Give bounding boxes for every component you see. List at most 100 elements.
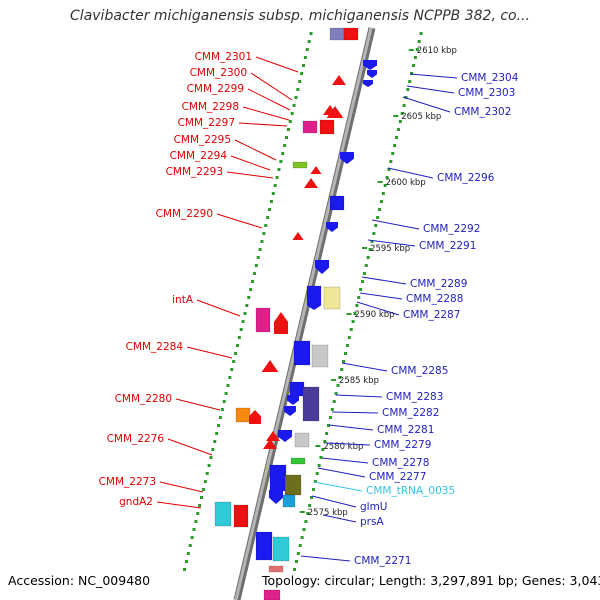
gene-arrow-reverse xyxy=(284,406,296,416)
track-dot xyxy=(402,104,406,107)
track-dot xyxy=(222,400,226,403)
tick-label: 2585 kbp xyxy=(339,376,379,386)
track-dot xyxy=(200,496,204,499)
right-dotted-track xyxy=(293,32,423,571)
track-dot xyxy=(277,168,281,171)
track-dot xyxy=(294,96,298,99)
track-dot xyxy=(241,320,245,323)
gene-block xyxy=(292,161,308,169)
tick-label: 2575 kbp xyxy=(308,508,348,518)
track-dot xyxy=(262,232,266,235)
gene-label: CMM_2299 xyxy=(187,83,244,95)
track-dot xyxy=(296,552,300,555)
track-dot xyxy=(313,480,317,483)
gene-block xyxy=(294,432,310,448)
gene-arrow-reverse xyxy=(278,430,292,442)
gene-arrow-reverse xyxy=(287,395,299,405)
track-dot xyxy=(247,296,251,299)
track-dot xyxy=(351,320,355,323)
track-dot xyxy=(228,376,232,379)
track-dot xyxy=(266,216,270,219)
label-leader xyxy=(247,88,291,111)
track-dot xyxy=(249,288,253,291)
label-leader xyxy=(159,481,204,493)
track-dot xyxy=(188,544,192,547)
label-leader xyxy=(356,301,400,316)
gene-block xyxy=(311,344,329,368)
track-dot xyxy=(186,552,190,555)
tick-mark xyxy=(362,247,368,249)
track-dot xyxy=(362,272,366,275)
track-dot xyxy=(330,408,334,411)
label-leader xyxy=(300,555,351,562)
track-dot xyxy=(258,248,262,251)
gene-label: CMM_2301 xyxy=(195,51,252,63)
tick-label: 2605 kbp xyxy=(401,112,441,122)
gene-arrow-reverse xyxy=(363,80,373,87)
track-dot xyxy=(279,160,283,163)
gene-label: intA xyxy=(172,294,194,306)
track-dot xyxy=(283,144,287,147)
track-dot xyxy=(300,536,304,539)
track-dot xyxy=(230,368,234,371)
track-dot xyxy=(207,464,211,467)
track-dot xyxy=(378,208,382,211)
track-dot xyxy=(183,568,187,571)
tick-mark xyxy=(393,115,399,117)
track-dot xyxy=(336,384,340,387)
track-dot xyxy=(357,296,361,299)
gene-arrow-reverse xyxy=(269,490,283,504)
label-leader xyxy=(255,56,299,73)
track-dot xyxy=(321,448,325,451)
track-dot xyxy=(419,32,423,35)
gene-label: CMM_2288 xyxy=(406,293,463,305)
track-dot xyxy=(235,344,239,347)
gene-block xyxy=(289,381,305,397)
gene-label: CMM_2277 xyxy=(369,471,426,483)
track-dot xyxy=(400,112,404,115)
track-dot xyxy=(366,256,370,259)
label-leader xyxy=(317,467,366,478)
track-dot xyxy=(310,496,314,499)
track-dot xyxy=(355,304,359,307)
track-dot xyxy=(359,288,363,291)
track-dot xyxy=(309,32,313,35)
gene-label: CMM_2289 xyxy=(410,278,467,290)
track-dot xyxy=(315,472,319,475)
track-dot xyxy=(269,200,273,203)
track-dot xyxy=(376,216,380,219)
track-dot xyxy=(372,232,376,235)
label-leader xyxy=(325,442,371,446)
track-dot xyxy=(190,536,194,539)
track-dot xyxy=(323,440,327,443)
gene-label: CMM_2297 xyxy=(178,117,235,129)
gene-arrow-reverse xyxy=(307,300,321,310)
gene-arrow-small xyxy=(292,232,304,240)
track-dot xyxy=(237,336,241,339)
tick-mark xyxy=(330,379,336,381)
track-dot xyxy=(251,280,255,283)
gene-block xyxy=(302,120,318,134)
gene-label: CMM_2278 xyxy=(372,457,429,469)
label-leader xyxy=(250,72,293,101)
label-leader xyxy=(331,411,379,414)
gene-label: CMM_2296 xyxy=(437,172,495,184)
gene-arrow-small xyxy=(266,431,280,441)
track-dot xyxy=(381,192,385,195)
track-dot xyxy=(288,120,292,123)
gene-label: CMM_2281 xyxy=(377,424,434,436)
track-dot xyxy=(368,248,372,251)
gene-arrow-forward xyxy=(274,312,288,334)
left-dotted-track xyxy=(183,32,313,571)
track-dot xyxy=(224,392,228,395)
label-leader xyxy=(341,362,388,372)
track-dot xyxy=(396,128,400,131)
gene-arrow-small xyxy=(261,360,279,372)
label-leader xyxy=(175,398,221,411)
label-leader xyxy=(335,394,383,398)
track-dot xyxy=(305,48,309,51)
label-leader xyxy=(367,239,416,247)
label-leader xyxy=(196,299,241,317)
track-dot xyxy=(281,152,285,155)
gene-arrow-small xyxy=(326,106,344,118)
